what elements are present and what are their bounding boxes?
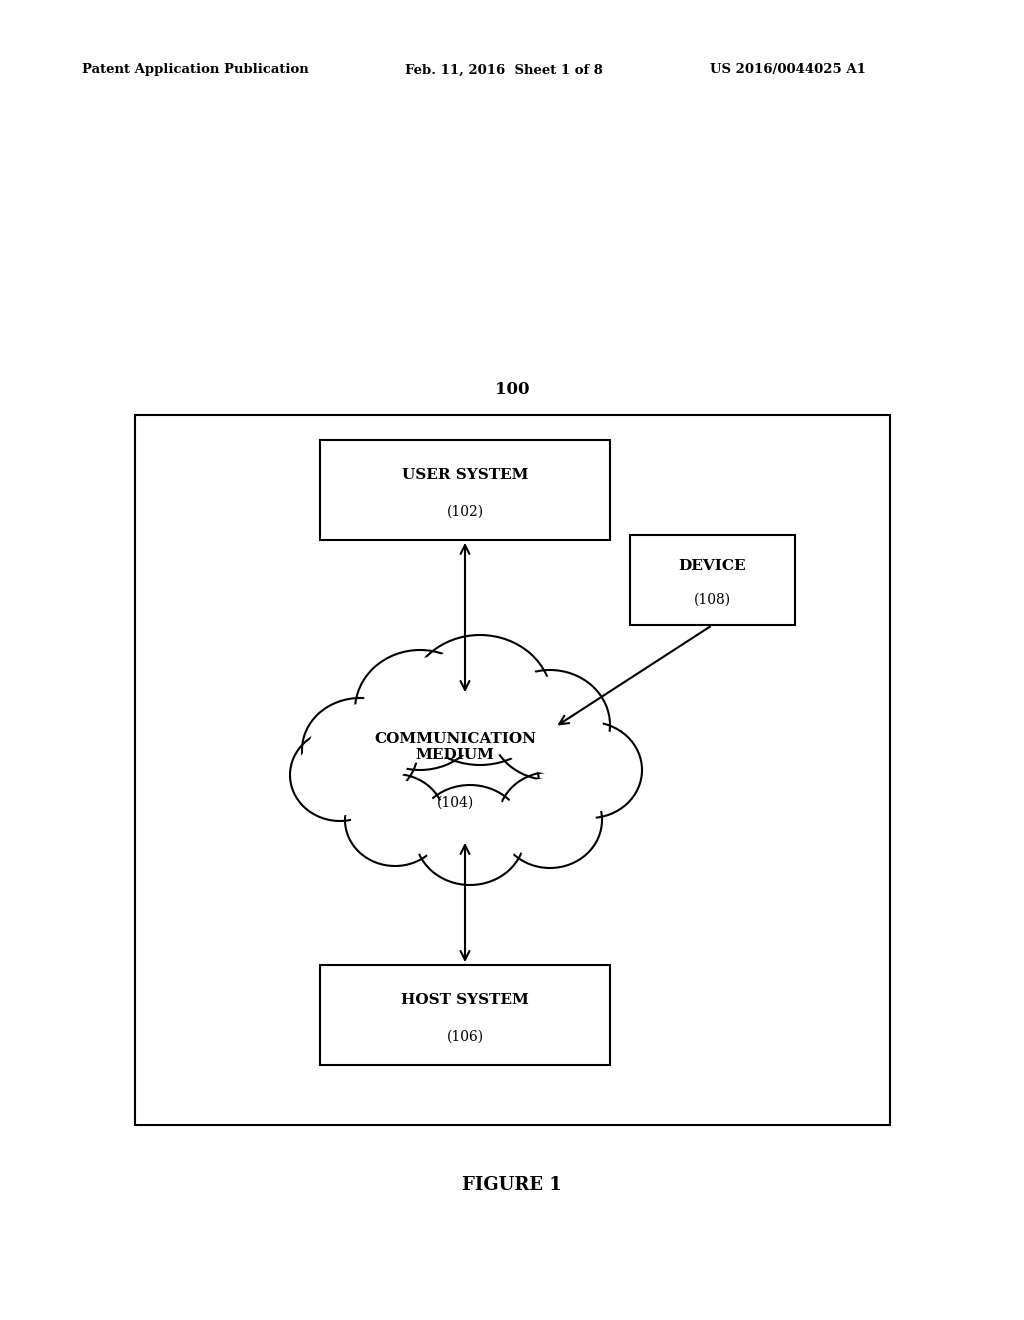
Ellipse shape — [504, 777, 596, 862]
Ellipse shape — [309, 705, 411, 796]
Ellipse shape — [302, 698, 418, 803]
Text: Feb. 11, 2016  Sheet 1 of 8: Feb. 11, 2016 Sheet 1 of 8 — [406, 63, 603, 77]
Text: US 2016/0044025 A1: US 2016/0044025 A1 — [710, 63, 866, 77]
Text: (106): (106) — [446, 1030, 483, 1044]
Ellipse shape — [422, 791, 518, 879]
Text: (104): (104) — [436, 796, 474, 810]
Bar — [319, 440, 610, 540]
Ellipse shape — [408, 635, 552, 766]
Ellipse shape — [351, 780, 439, 861]
Ellipse shape — [498, 772, 602, 869]
Text: (102): (102) — [446, 506, 483, 519]
Ellipse shape — [362, 657, 477, 763]
Ellipse shape — [417, 643, 544, 758]
Text: Patent Application Publication: Patent Application Publication — [82, 63, 309, 77]
Text: COMMUNICATION
MEDIUM: COMMUNICATION MEDIUM — [374, 731, 536, 762]
Ellipse shape — [544, 727, 636, 812]
Ellipse shape — [415, 785, 525, 884]
Text: FIGURE 1: FIGURE 1 — [462, 1176, 562, 1195]
Text: USER SYSTEM: USER SYSTEM — [401, 469, 528, 482]
Ellipse shape — [296, 734, 384, 816]
Ellipse shape — [345, 774, 445, 866]
Bar — [135, 414, 890, 1125]
Ellipse shape — [490, 671, 610, 780]
Text: 100: 100 — [495, 381, 529, 399]
Text: (108): (108) — [694, 593, 731, 607]
Ellipse shape — [538, 722, 642, 818]
Text: HOST SYSTEM: HOST SYSTEM — [401, 993, 529, 1007]
Ellipse shape — [355, 649, 485, 770]
Ellipse shape — [498, 677, 603, 774]
Text: DEVICE: DEVICE — [679, 560, 746, 573]
Bar — [319, 965, 610, 1065]
Ellipse shape — [290, 729, 390, 821]
Bar — [630, 535, 795, 624]
